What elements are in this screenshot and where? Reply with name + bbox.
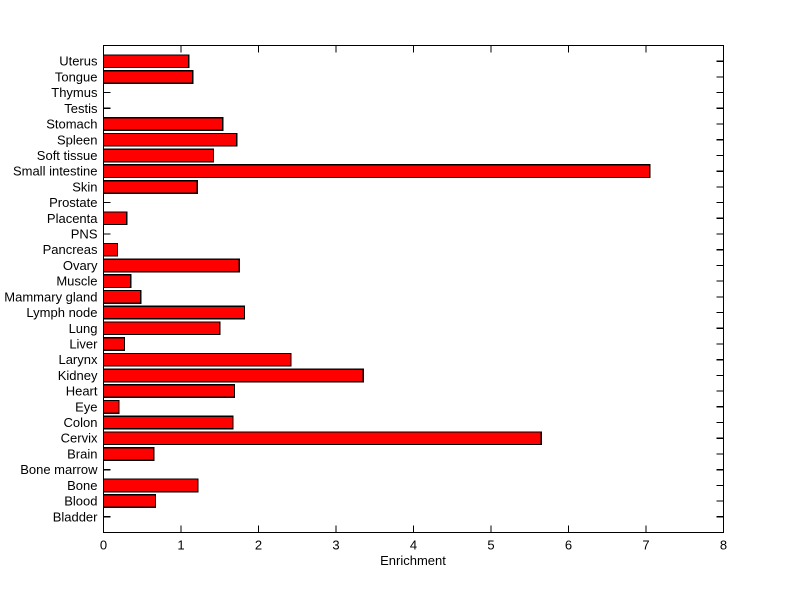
bar-brain [102, 447, 155, 461]
bar-tongue [102, 69, 194, 84]
y-category-label-ovary: Ovary [63, 258, 98, 273]
y-category-label-liver: Liver [69, 336, 98, 351]
bar-larynx [102, 352, 292, 367]
y-category-label-heart: Heart [66, 384, 98, 399]
bar-eye [102, 399, 120, 414]
bar-kidney [102, 368, 364, 383]
x-tick-label: 1 [177, 538, 184, 553]
bar-heart [102, 384, 236, 399]
y-category-label-larynx: Larynx [58, 352, 98, 367]
bar-small-intestine [102, 164, 651, 179]
bar-liver [102, 337, 126, 351]
y-category-label-uterus: Uterus [59, 54, 98, 69]
y-category-label-testis: Testis [64, 101, 98, 116]
y-category-label-mammary-gland: Mammary gland [4, 289, 97, 304]
x-tick-label: 5 [487, 538, 494, 553]
y-category-label-thymus: Thymus [51, 85, 98, 100]
y-category-label-soft-tissue: Soft tissue [37, 148, 98, 163]
x-tick-label: 6 [565, 538, 572, 553]
x-tick-label: 8 [720, 538, 727, 553]
y-category-label-colon: Colon [64, 415, 98, 430]
y-category-label-placenta: Placenta [47, 211, 98, 226]
bar-colon [102, 415, 234, 430]
y-category-label-brain: Brain [67, 446, 97, 461]
y-category-label-tongue: Tongue [55, 69, 98, 84]
bar-lung [102, 321, 221, 336]
x-tick-label: 7 [642, 538, 649, 553]
y-category-label-kidney: Kidney [58, 368, 98, 383]
y-category-label-cervix: Cervix [61, 431, 98, 446]
x-axis-label: Enrichment [380, 553, 446, 568]
y-category-label-bone: Bone [67, 478, 97, 493]
y-category-label-blood: Blood [64, 494, 97, 509]
bar-pancreas [102, 242, 119, 257]
bar-skin [102, 179, 198, 194]
x-tick-label: 0 [100, 538, 107, 553]
axis-labels: 0 1 2 3 4 5 6 7 8 UterusTongueThymusTestisStomach… [4, 54, 727, 553]
y-category-label-lymph-node: Lymph node [26, 305, 97, 320]
bar-lymph-node [102, 305, 246, 320]
bar-cervix [102, 431, 543, 446]
y-category-label-bone-marrow: Bone marrow [20, 462, 98, 477]
bar-series [102, 54, 651, 509]
bar-uterus [102, 54, 190, 69]
x-tick-label: 4 [410, 538, 417, 553]
bar-ovary [102, 258, 240, 273]
bar-bone [102, 478, 199, 493]
y-category-label-muscle: Muscle [56, 274, 97, 289]
y-category-label-bladder: Bladder [53, 509, 98, 524]
bar-soft-tissue [102, 148, 215, 163]
x-tick-label: 3 [332, 538, 339, 553]
y-category-label-lung: Lung [69, 321, 98, 336]
y-category-label-eye: Eye [75, 399, 97, 414]
bar-muscle [102, 274, 132, 289]
y-category-label-small-intestine: Small intestine [13, 164, 98, 179]
y-category-label-skin: Skin [72, 179, 97, 194]
bar-stomach [102, 117, 224, 131]
bar-placenta [102, 211, 128, 226]
y-category-label-pns: PNS [71, 227, 98, 242]
y-category-label-pancreas: Pancreas [43, 242, 98, 257]
y-category-label-spleen: Spleen [57, 132, 97, 147]
bar-spleen [102, 132, 238, 147]
y-category-label-prostate: Prostate [49, 195, 97, 210]
y-category-label-stomach: Stomach [46, 117, 97, 132]
bar-mammary-gland [102, 289, 142, 304]
x-tick-label: 2 [255, 538, 262, 553]
bar-blood [102, 494, 157, 509]
